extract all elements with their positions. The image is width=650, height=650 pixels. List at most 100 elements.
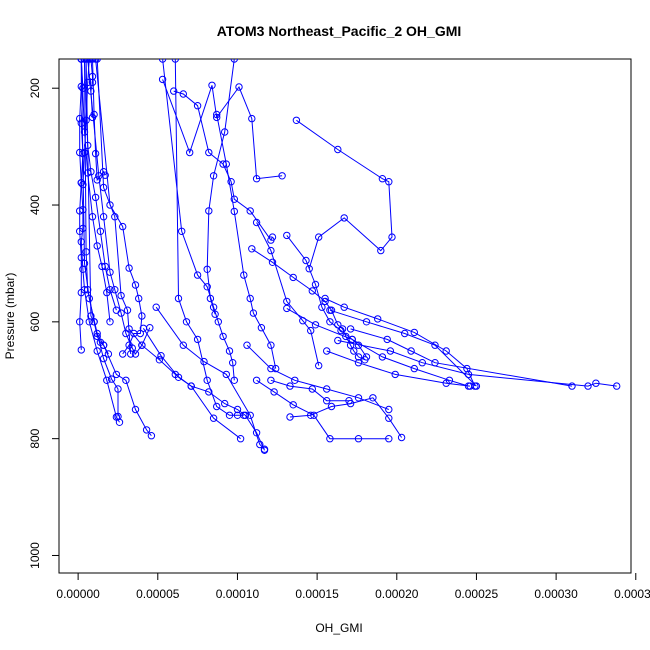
data-point — [323, 397, 331, 405]
data-point — [248, 114, 256, 123]
series-line — [128, 328, 265, 451]
profile-series — [252, 376, 393, 443]
data-point — [95, 172, 103, 180]
data-point — [230, 195, 239, 203]
data-point — [193, 102, 202, 110]
data-point — [256, 440, 264, 449]
series-line — [286, 235, 367, 358]
data-point — [130, 329, 138, 338]
series-line — [174, 59, 244, 416]
data-point — [362, 353, 371, 361]
profile-series — [323, 347, 474, 390]
data-point — [305, 265, 313, 273]
data-point — [391, 370, 399, 379]
data-point — [354, 435, 363, 443]
data-point — [138, 312, 146, 320]
y-axis: 200 400 600 800 1000 — [28, 78, 59, 569]
data-point — [315, 233, 323, 241]
data-point — [155, 356, 164, 364]
data-point — [107, 375, 116, 383]
x-tick-label: 0.00020 — [375, 587, 419, 601]
data-point — [203, 283, 211, 291]
data-point — [77, 346, 86, 354]
data-point — [286, 382, 294, 390]
data-point — [252, 218, 261, 227]
data-point — [171, 59, 179, 63]
data-point — [315, 361, 323, 370]
data-point — [326, 318, 334, 326]
data-point — [442, 347, 450, 355]
data-point — [613, 382, 621, 390]
series-line — [256, 379, 389, 440]
data-point — [354, 394, 363, 402]
data-point — [291, 376, 299, 384]
data-point — [77, 59, 85, 63]
data-point — [114, 412, 122, 421]
data-point — [235, 83, 243, 91]
series-line — [96, 59, 132, 355]
data-point — [230, 207, 239, 216]
data-point — [112, 370, 121, 379]
y-axis-label: Pressure (mbar) — [3, 273, 17, 360]
data-point — [90, 318, 98, 326]
data-point — [193, 335, 202, 344]
data-point — [125, 341, 133, 349]
data-point — [157, 352, 165, 360]
profile-series — [334, 336, 621, 390]
data-point — [345, 397, 353, 405]
series-line — [155, 306, 265, 450]
data-point — [213, 402, 221, 411]
data-point — [213, 113, 221, 122]
data-point — [340, 303, 348, 311]
data-point — [82, 59, 90, 63]
data-point — [119, 350, 127, 358]
data-point — [178, 227, 186, 236]
series-line — [326, 350, 471, 387]
data-point — [348, 335, 356, 344]
y-tick-label: 400 — [28, 195, 42, 215]
data-point — [80, 259, 89, 268]
data-point — [272, 364, 280, 373]
data-point — [386, 347, 395, 355]
data-point — [203, 376, 211, 384]
data-point — [268, 233, 277, 241]
data-point — [187, 382, 195, 390]
data-point — [464, 370, 473, 379]
data-point — [248, 245, 256, 253]
series-line — [289, 397, 403, 438]
data-point — [236, 435, 245, 443]
data-point — [221, 128, 229, 136]
data-point — [122, 376, 130, 384]
data-point — [138, 341, 146, 349]
series-line — [350, 328, 573, 387]
data-point — [385, 435, 393, 443]
data-point — [233, 405, 242, 414]
data-point — [378, 175, 387, 183]
series-line — [337, 340, 617, 387]
data-point — [354, 359, 363, 367]
data-point — [208, 81, 216, 90]
profile-series — [91, 59, 146, 358]
data-point — [205, 148, 213, 157]
data-point — [112, 306, 121, 314]
y-tick-label: 200 — [28, 78, 42, 98]
data-point — [91, 193, 100, 202]
data-point — [125, 325, 133, 333]
data-point — [246, 411, 254, 419]
data-point — [270, 388, 278, 396]
data-point — [385, 178, 393, 186]
data-point — [308, 287, 316, 295]
data-point — [205, 207, 213, 215]
data-point — [182, 318, 191, 326]
data-point — [142, 426, 151, 434]
x-tick-label: 0.00015 — [295, 587, 339, 601]
series-layer — [76, 59, 621, 454]
data-point — [323, 347, 331, 355]
data-point — [106, 201, 114, 209]
data-point — [174, 294, 183, 303]
data-point — [209, 303, 218, 311]
data-point — [99, 213, 108, 221]
data-point — [98, 262, 106, 271]
x-tick-label: 0.00005 — [136, 587, 180, 601]
